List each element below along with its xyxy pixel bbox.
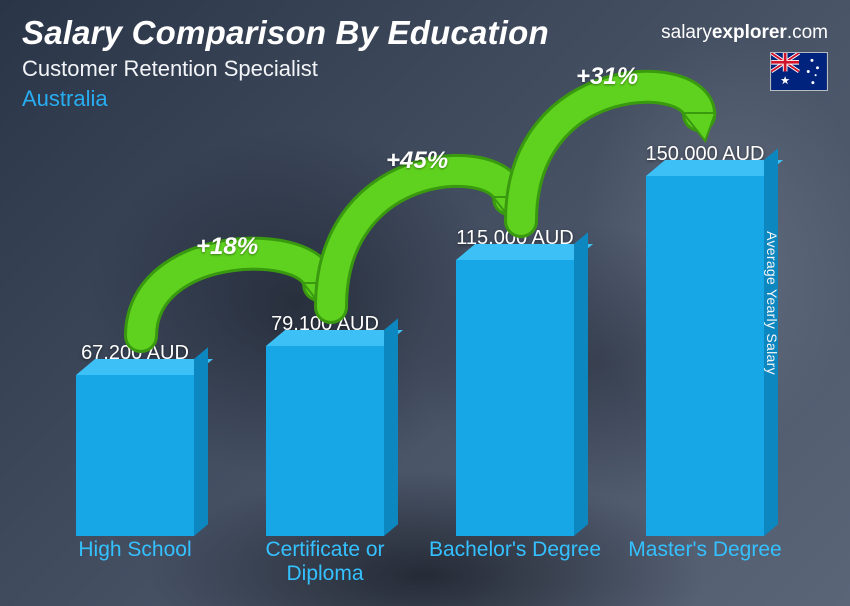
increase-pct: +31% bbox=[576, 63, 638, 91]
bar bbox=[76, 375, 194, 536]
bar-slot: 67,200 AUD bbox=[45, 342, 225, 536]
salary-bar-chart: 67,200 AUD 79,100 AUD 115,000 AUD 150,00… bbox=[40, 124, 800, 584]
increase-pct: +18% bbox=[196, 233, 258, 261]
bar-label: High School bbox=[45, 536, 225, 584]
bar-label: Certificate or Diploma bbox=[235, 536, 415, 584]
flag-icon bbox=[770, 52, 828, 91]
bar-label: Master's Degree bbox=[615, 536, 795, 584]
bar bbox=[266, 346, 384, 536]
increase-pct: +45% bbox=[386, 147, 448, 175]
increase-arrow: +31% bbox=[481, 47, 739, 251]
brand-logo: salaryexplorer.com bbox=[661, 22, 828, 44]
bar-label: Bachelor's Degree bbox=[425, 536, 605, 584]
y-axis-label: Average Yearly Salary bbox=[764, 231, 780, 375]
